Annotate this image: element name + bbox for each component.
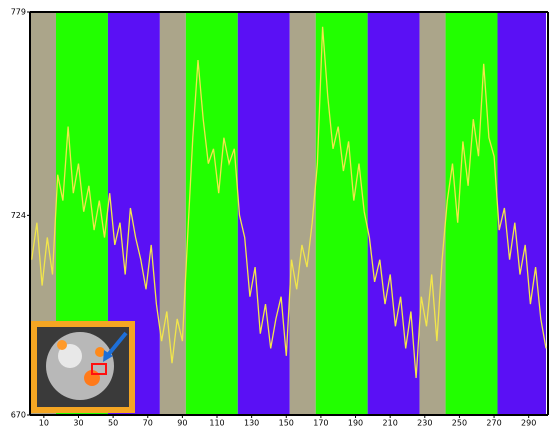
x-tick-label: 70	[143, 419, 153, 428]
x-tick-label: 110	[209, 419, 224, 428]
activation	[57, 340, 67, 350]
x-tick-label: 50	[108, 419, 118, 428]
condition-block	[238, 12, 290, 415]
x-tick-label: 90	[177, 419, 187, 428]
inset-image	[31, 321, 135, 413]
condition-block	[446, 12, 498, 415]
page: {"chart_data": {"type": "line", "x": [3,…	[0, 0, 550, 432]
x-tick-label: 130	[244, 419, 259, 428]
condition-block	[420, 12, 446, 415]
x-tick-label: 210	[383, 419, 398, 428]
x-tick-label: 290	[521, 419, 536, 428]
brain-slice	[46, 332, 114, 400]
x-tick-label: 30	[73, 419, 83, 428]
x-tick-label: 150	[279, 419, 294, 428]
y-tick-label: 724	[11, 211, 26, 220]
x-tick-label: 270	[486, 419, 501, 428]
x-tick-label: 170	[313, 419, 328, 428]
x-tick-label: 10	[39, 419, 49, 428]
condition-block	[368, 12, 420, 415]
condition-block	[186, 12, 238, 415]
y-tick-label: 779	[11, 8, 26, 17]
condition-block	[316, 12, 368, 415]
x-tick-label: 250	[452, 419, 467, 428]
x-tick-label: 190	[348, 419, 363, 428]
condition-block	[290, 12, 316, 415]
y-tick-label: 670	[11, 411, 26, 420]
activation	[95, 347, 105, 357]
chart: 670 724 779 10 30 50 70 90 110 130 150 170 190 210 230…	[0, 0, 550, 428]
x-tick-label: 230	[417, 419, 432, 428]
